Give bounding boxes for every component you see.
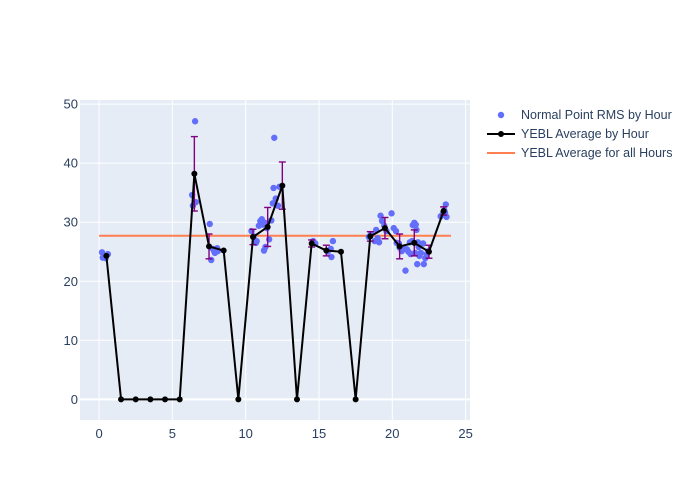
hourly-average-marker	[103, 252, 110, 259]
hourly-average-marker	[220, 247, 227, 254]
legend-label-hline: YEBL Average for all Hours	[521, 146, 672, 160]
rms-point	[265, 236, 273, 243]
y-tick-label: 10	[64, 333, 78, 348]
rms-point	[375, 239, 383, 246]
rms-point	[328, 253, 335, 261]
rms-point	[191, 118, 199, 125]
x-tick-label: 5	[169, 426, 176, 441]
x-tick-label: 10	[238, 426, 252, 441]
legend-label-line: YEBL Average by Hour	[521, 127, 649, 141]
tick-labels: 0 5 10 15 20 25 0 10 20 30 40 50	[64, 97, 473, 441]
x-tick-label: 15	[312, 426, 326, 441]
rms-point	[412, 221, 419, 228]
hourly-average-marker	[147, 396, 154, 403]
rms-point	[270, 184, 277, 192]
hourly-average-marker	[279, 182, 286, 189]
rms-point	[402, 267, 409, 274]
y-tick-label: 50	[64, 97, 78, 112]
legend-marker-scatter[interactable]	[497, 111, 505, 119]
hourly-average-marker	[411, 239, 418, 246]
hourly-average-marker	[308, 240, 315, 247]
y-tick-label: 40	[64, 156, 78, 171]
rms-point	[253, 237, 260, 245]
hourly-average-marker	[293, 396, 300, 403]
rms-point	[414, 260, 421, 268]
hourly-average-marker	[352, 396, 359, 403]
hourly-average-marker	[425, 248, 432, 255]
hourly-average-marker	[176, 396, 183, 403]
rms-point	[442, 201, 450, 208]
rms-point	[392, 227, 400, 235]
hourly-average-marker	[381, 225, 388, 232]
hourly-average-marker	[440, 207, 447, 214]
hourly-average-marker	[162, 396, 169, 403]
rms-point	[417, 249, 425, 257]
rms-point	[388, 210, 395, 217]
legend: Normal Point RMS by Hour YEBL Average by…	[487, 108, 672, 160]
hourly-average-marker	[235, 396, 242, 403]
rms-point	[419, 240, 427, 247]
hourly-average-marker	[132, 396, 139, 403]
hourly-average-marker	[337, 248, 344, 255]
hourly-average-marker	[250, 233, 257, 240]
hourly-average-marker	[191, 170, 198, 177]
hourly-average-marker	[367, 233, 374, 240]
hourly-average-marker	[206, 243, 213, 250]
rms-point	[269, 200, 277, 207]
plot-area	[80, 100, 470, 420]
rms-point	[329, 237, 337, 245]
hourly-average-marker	[323, 247, 330, 254]
x-tick-label: 25	[458, 426, 472, 441]
average-by-hour-layer	[103, 170, 447, 403]
x-tick-label: 20	[385, 426, 399, 441]
hourly-average-marker	[118, 396, 125, 403]
hourly-average-marker	[264, 223, 271, 230]
x-tick-label: 0	[95, 426, 102, 441]
y-tick-label: 30	[64, 215, 78, 230]
y-tick-label: 20	[64, 274, 78, 289]
hourly-average-marker	[396, 243, 403, 250]
legend-label-scatter: Normal Point RMS by Hour	[521, 108, 672, 122]
rms-point	[271, 134, 278, 141]
rms-point	[420, 260, 428, 268]
legend-marker-line-dot	[498, 131, 504, 137]
y-tick-label: 0	[71, 392, 78, 407]
rms-point	[206, 220, 213, 228]
